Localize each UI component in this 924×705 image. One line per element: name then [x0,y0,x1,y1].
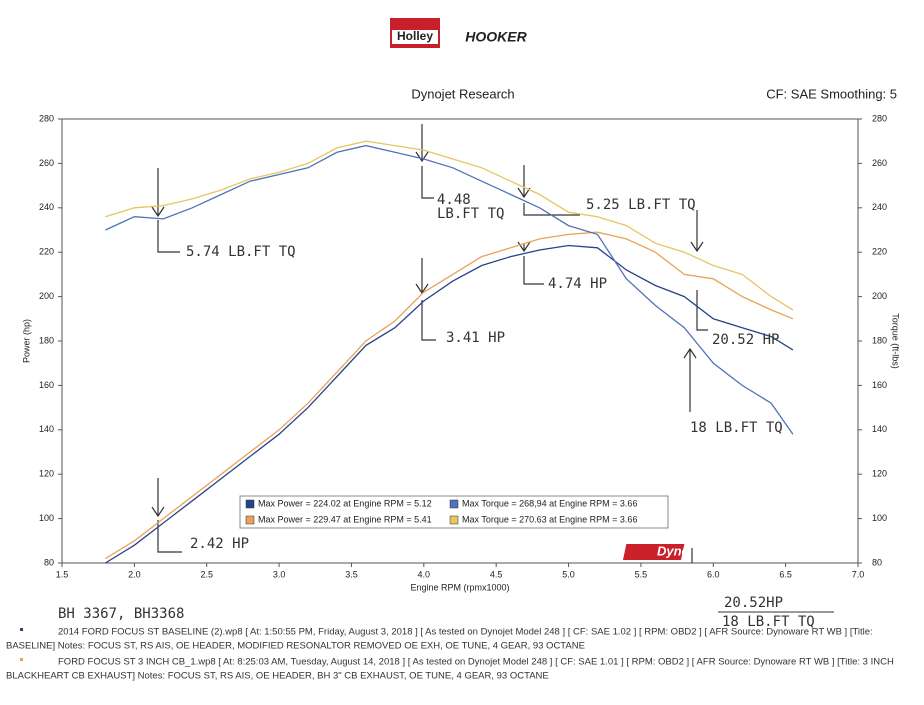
y2-tick-label: 220 [872,247,887,257]
legend-swatch [245,499,255,509]
y2-tick-label: 80 [872,557,882,567]
annotation: 4.74 HP [548,276,607,292]
x-tick-label: 5.0 [562,569,575,579]
legend-label: Max Power = 229.47 at Engine RPM = 5.41 [258,514,432,524]
y-tick-label: 100 [39,513,54,523]
y2-tick-label: 200 [872,291,887,301]
legend-label: Max Power = 224.02 at Engine RPM = 5.12 [258,498,432,508]
y-tick-label: 260 [39,158,54,168]
y2-tick-label: 100 [872,513,887,523]
y2-tick-label: 140 [872,424,887,434]
y2-tick-label: 180 [872,335,887,345]
x-tick-label: 7.0 [852,569,865,579]
y2-tick-label: 120 [872,469,887,479]
annotation: 20.52 HP [712,332,779,348]
handwritten-note: 20.52HP [724,595,783,611]
x-tick-label: 4.0 [418,569,431,579]
y-tick-label: 280 [39,113,54,123]
x-tick-label: 2.5 [200,569,213,579]
y-tick-label: 220 [39,247,54,257]
y2-axis-label: Torque (ft-lbs) [891,313,901,369]
y-tick-label: 200 [39,291,54,301]
x-axis-label: Engine RPM (rpmx1000) [410,582,509,592]
y-tick-label: 160 [39,380,54,390]
chart-subtitle: CF: SAE Smoothing: 5 [766,86,897,101]
x-tick-label: 6.5 [779,569,792,579]
x-tick-label: 1.5 [56,569,69,579]
y2-tick-label: 260 [872,158,887,168]
chart-title: Dynojet Research [411,86,514,101]
holley-logo-band [392,30,438,44]
x-tick-label: 3.0 [273,569,286,579]
legend-swatch [245,515,255,525]
legend-swatch [449,515,459,525]
x-tick-label: 3.5 [345,569,358,579]
y-tick-label: 140 [39,424,54,434]
annotation: 5.74 LB.FT TQ [186,244,296,260]
y-axis-label: Power (hp) [21,319,31,363]
series-line [105,140,794,311]
footer-note: 2014 FORD FOCUS ST BASELINE (2).wp8 [ At… [58,627,873,638]
annotation: 2.42 HP [190,536,249,552]
legend-label: Max Torque = 270.63 at Engine RPM = 3.66 [462,514,637,524]
legend-swatch [449,499,459,509]
legend-label: Max Torque = 268,94 at Engine RPM = 3.66 [462,498,637,508]
handwritten-note: BH 3367, BH3368 [58,606,184,622]
series-line [105,231,794,560]
handwritten-arrows [151,124,708,563]
y-tick-label: 180 [39,335,54,345]
annotation: LB.FT TQ [437,206,504,222]
handwritten-note: 18 LB.FT TQ [722,614,815,630]
series-line [105,244,794,564]
y2-tick-label: 160 [872,380,887,390]
x-tick-label: 2.0 [128,569,141,579]
footer-note: FORD FOCUS ST 3 INCH CB_1.wp8 [ At: 8:25… [58,657,894,668]
brand-logo [622,544,685,560]
y2-tick-label: 280 [872,113,887,123]
y-tick-label: 80 [44,557,54,567]
logo: HOOKER [465,29,527,45]
y-tick-label: 120 [39,469,54,479]
footer-note: BLACKHEART CB EXHAUST] Notes: FOCUS ST, … [6,671,549,682]
brand: Dynojet [657,543,705,558]
footer-note: BASELINE] Notes: FOCUS ST, RS AIS, OE HE… [6,641,585,652]
run-marker [20,628,23,631]
logo: Holley [397,29,433,43]
x-tick-label: 6.0 [707,569,720,579]
annotation: 4.48 [437,192,471,208]
x-tick-label: 5.5 [635,569,648,579]
annotation: 3.41 HP [446,330,505,346]
y2-tick-label: 240 [872,202,887,212]
x-tick-label: 4.5 [490,569,503,579]
run-marker [20,658,23,661]
y-tick-label: 240 [39,202,54,212]
series-line [105,144,794,435]
annotation: 18 LB.FT TQ [690,420,783,436]
annotation: 5.25 LB.FT TQ [586,197,696,213]
